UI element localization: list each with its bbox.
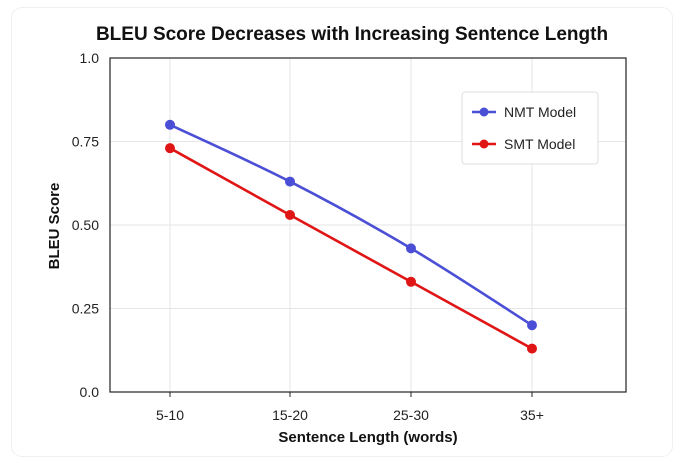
smt-model-point (285, 209, 295, 220)
x-tick-label: 25-30 (393, 407, 429, 423)
series-layer (165, 119, 537, 354)
nmt-model-point (165, 119, 175, 130)
legend: NMT Model SMT Model (461, 91, 599, 165)
nmt-model-line (169, 123, 533, 327)
y-axis-ticks: 0.0 0.25 0.50 0.75 1.0 (72, 50, 99, 400)
x-axis-ticks: 5-10 15-20 25-30 35+ (156, 392, 544, 423)
y-tick-label: 0.25 (72, 301, 99, 317)
chart-frame (12, 8, 672, 456)
smt-model-line (169, 147, 533, 350)
smt-model-point (165, 143, 175, 154)
nmt-model-point (406, 243, 416, 254)
nmt-model-point (285, 176, 295, 187)
y-tick-label: 1.0 (80, 50, 100, 66)
x-tick-label: 35+ (520, 407, 544, 423)
x-tick-label: 15-20 (272, 407, 308, 423)
x-axis-label: Sentence Length (words) (278, 429, 457, 446)
legend-box (461, 91, 599, 165)
smt-model-point (527, 343, 537, 354)
x-tick-label: 5-10 (156, 407, 184, 423)
y-tick-label: 0.50 (72, 217, 99, 233)
nmt-model-point (527, 320, 537, 331)
y-tick-label: 0.75 (72, 134, 99, 150)
y-axis-label: BLEU Score (46, 183, 63, 270)
chart-title: BLEU Score Decreases with Increasing Sen… (96, 24, 608, 45)
nmt-model-legend-label: NMT Model (504, 104, 576, 120)
smt-model-legend-label: SMT Model (504, 136, 575, 152)
y-tick-label: 0.0 (80, 384, 100, 400)
nmt-model-legend-marker (479, 107, 489, 117)
plot-border (109, 57, 627, 393)
smt-model-point (406, 276, 416, 287)
smt-model-legend-marker (479, 139, 489, 149)
axes (109, 57, 627, 393)
